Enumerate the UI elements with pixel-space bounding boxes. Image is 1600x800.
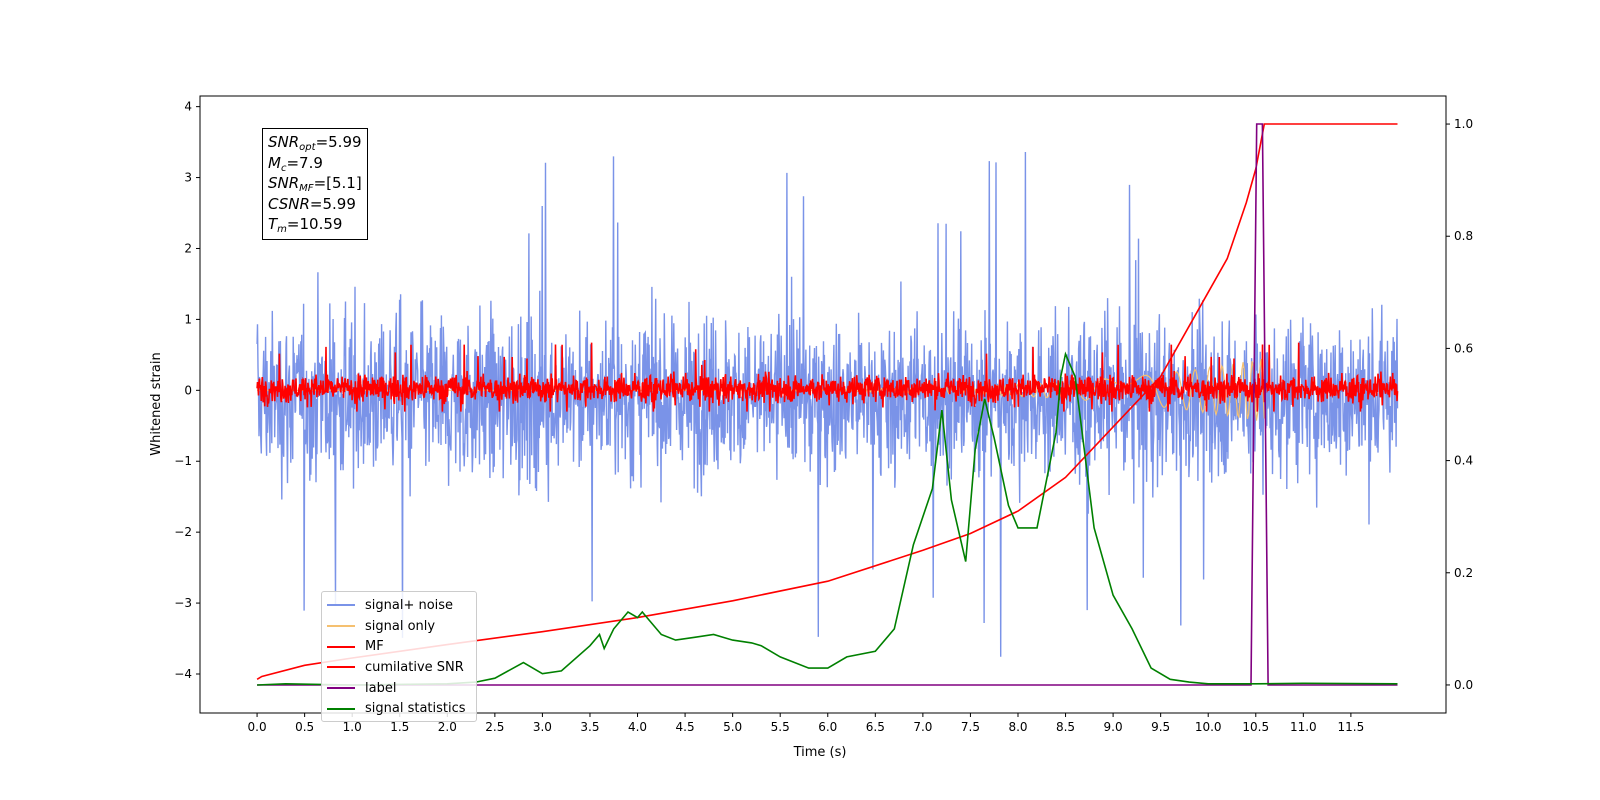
- axes-layer: [199, 95, 1447, 714]
- annotation-subscript: c: [280, 162, 287, 174]
- x-tick-label: 4.0: [628, 720, 647, 734]
- y2-tick-label: 0.8: [1454, 229, 1473, 243]
- legend: signal+ noise signal only MF cumilative SNR…: [321, 591, 477, 723]
- legend-swatch: [327, 625, 355, 628]
- x-tick-label: 3.5: [580, 720, 599, 734]
- annotation-symbol: SNR: [268, 133, 300, 151]
- annotation-symbol: T: [268, 215, 278, 233]
- x-tick-label: 9.0: [1104, 720, 1123, 734]
- y-tick-label: −2: [174, 525, 192, 539]
- y-tick-label: 3: [184, 171, 192, 185]
- legend-label: MF: [365, 639, 384, 655]
- x-tick-label: 9.5: [1151, 720, 1170, 734]
- y-tick-label: −1: [174, 454, 192, 468]
- y2-ticks: 0.0 0.2 0.4 0.6 0.8 1.0: [1446, 117, 1473, 692]
- annotation-value: =5.99: [315, 133, 362, 151]
- legend-entry: cumilative SNR: [322, 657, 476, 678]
- x-tick-label: 5.5: [771, 720, 790, 734]
- legend-entry: signal only: [322, 616, 476, 637]
- y-axis-label: Whitened strain: [149, 352, 164, 455]
- x-tick-label: 2.5: [485, 720, 504, 734]
- legend-entry: signal statistics: [322, 698, 476, 719]
- legend-label: signal statistics: [365, 701, 466, 717]
- legend-entry: label: [322, 678, 476, 699]
- x-tick-label: 11.5: [1338, 720, 1365, 734]
- x-tick-label: 7.0: [913, 720, 932, 734]
- y2-tick-label: 0.0: [1454, 678, 1473, 692]
- x-tick-label: 2.0: [438, 720, 457, 734]
- x-tick-label: 7.5: [961, 720, 980, 734]
- series-signal-statistics-line: [257, 351, 1398, 686]
- legend-swatch: [327, 645, 355, 648]
- x-ticks: 0.0 0.5 1.0 1.5 2.0 2.5 3.0 3.5 4.0 4.5 5.0 5.5 6.0 6…: [248, 713, 1365, 734]
- x-tick-label: 5.0: [723, 720, 742, 734]
- legend-swatch: [327, 666, 355, 669]
- legend-swatch: [327, 604, 355, 607]
- y-tick-label: 1: [184, 312, 192, 326]
- annotation-line: CSNR=5.99: [268, 194, 362, 215]
- series-label-line: [257, 123, 1398, 686]
- annotation-value: =10.59: [286, 215, 343, 233]
- y-tick-label: 0: [184, 383, 192, 397]
- series-mf-line: [256, 342, 1399, 412]
- annotation-subscript: MF: [299, 183, 314, 194]
- legend-label: signal only: [365, 618, 436, 634]
- annotation-value: =5.99: [309, 194, 356, 213]
- x-tick-label: 0.0: [248, 720, 267, 734]
- legend-label: label: [365, 680, 397, 696]
- annotation-box: SNRopt=5.99 Mc=7.9 SNRMF=[5.1] CSNR=5.99 Tm=…: [262, 128, 368, 240]
- x-tick-label: 1.5: [390, 720, 409, 734]
- legend-entry: MF: [322, 636, 476, 657]
- annotation-symbol: SNR: [268, 174, 300, 192]
- x-tick-label: 10.5: [1242, 720, 1269, 734]
- legend-label: signal+ noise: [365, 597, 454, 613]
- annotation-subscript: m: [277, 224, 287, 235]
- x-tick-label: 6.5: [866, 720, 885, 734]
- annotation-value: =[5.1]: [313, 174, 362, 192]
- y-ticks: −4 −3 −2 −1 0 1 2 3 4: [174, 100, 200, 681]
- y2-tick-label: 0.4: [1454, 454, 1473, 468]
- plot-frame: [199, 95, 1447, 714]
- annotation-line: Mc=7.9: [268, 153, 362, 174]
- x-tick-label: 10.0: [1195, 720, 1222, 734]
- y2-tick-label: 1.0: [1454, 117, 1473, 131]
- y-tick-label: −4: [174, 667, 192, 681]
- x-tick-label: 0.5: [295, 720, 314, 734]
- x-tick-label: 1.0: [343, 720, 362, 734]
- y-tick-label: 4: [184, 100, 192, 114]
- annotation-subscript: opt: [299, 142, 316, 153]
- legend-swatch: [327, 687, 355, 690]
- x-tick-label: 8.0: [1008, 720, 1027, 734]
- y2-tick-label: 0.2: [1454, 566, 1473, 580]
- x-axis-label: Time (s): [793, 745, 847, 760]
- annotation-line: Tm=10.59: [268, 214, 362, 235]
- annotation-line: SNRMF=[5.1]: [268, 173, 362, 194]
- x-tick-label: 11.0: [1290, 720, 1317, 734]
- annotation-line: SNRopt=5.99: [268, 132, 362, 153]
- legend-label: cumilative SNR: [365, 659, 464, 675]
- annotation-value: =7.9: [286, 153, 323, 172]
- annotation-symbol: CSNR: [268, 194, 310, 213]
- y-tick-label: 2: [184, 241, 192, 255]
- x-tick-label: 4.5: [676, 720, 695, 734]
- x-tick-label: 6.0: [818, 720, 837, 734]
- legend-swatch: [327, 707, 355, 710]
- annotation-symbol: M: [268, 153, 281, 172]
- legend-entry: signal+ noise: [322, 595, 476, 616]
- y2-tick-label: 0.6: [1454, 341, 1473, 355]
- x-tick-label: 8.5: [1056, 720, 1075, 734]
- y-tick-label: −3: [174, 596, 192, 610]
- x-tick-label: 3.0: [533, 720, 552, 734]
